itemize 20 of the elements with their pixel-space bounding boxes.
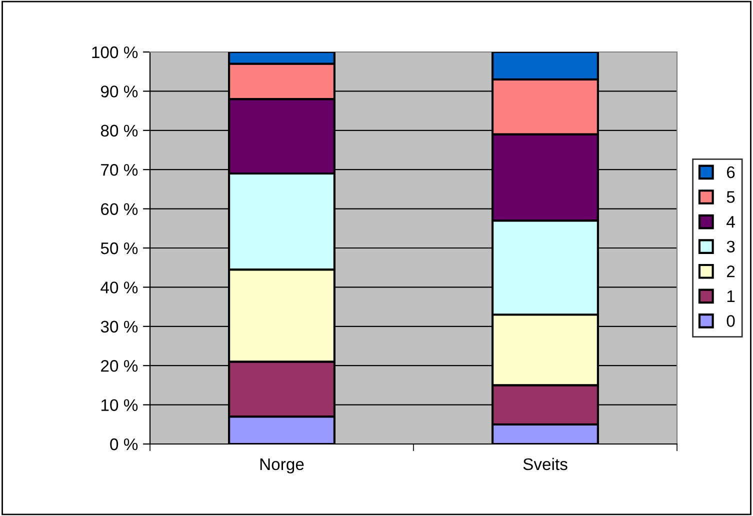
x-tick-label: Sveits: [523, 458, 568, 470]
y-tick-label: 10 %: [101, 399, 138, 412]
legend-label: 6: [726, 166, 735, 178]
legend-label: 3: [726, 240, 735, 253]
legend-label: 1: [727, 290, 735, 302]
y-tick-label: 70 %: [101, 164, 138, 176]
y-tick-label: 40 %: [100, 282, 138, 294]
y-tick-label: 30 %: [100, 320, 138, 333]
legend-label: 5: [726, 191, 735, 203]
y-tick-label: 0 %: [110, 438, 138, 450]
y-tick-label: 50 %: [100, 242, 138, 254]
y-tick-label: 90 %: [100, 86, 138, 98]
legend-label: 2: [726, 266, 735, 278]
y-tick-label: 20 %: [101, 360, 138, 372]
legend-label: 0: [726, 315, 735, 327]
x-tick-label: Norge: [260, 458, 304, 474]
y-tick-label: 100 %: [92, 46, 138, 58]
legend-label: 4: [726, 216, 735, 228]
y-tick-label: 60 %: [101, 203, 138, 216]
y-tick-label: 80 %: [100, 124, 138, 137]
